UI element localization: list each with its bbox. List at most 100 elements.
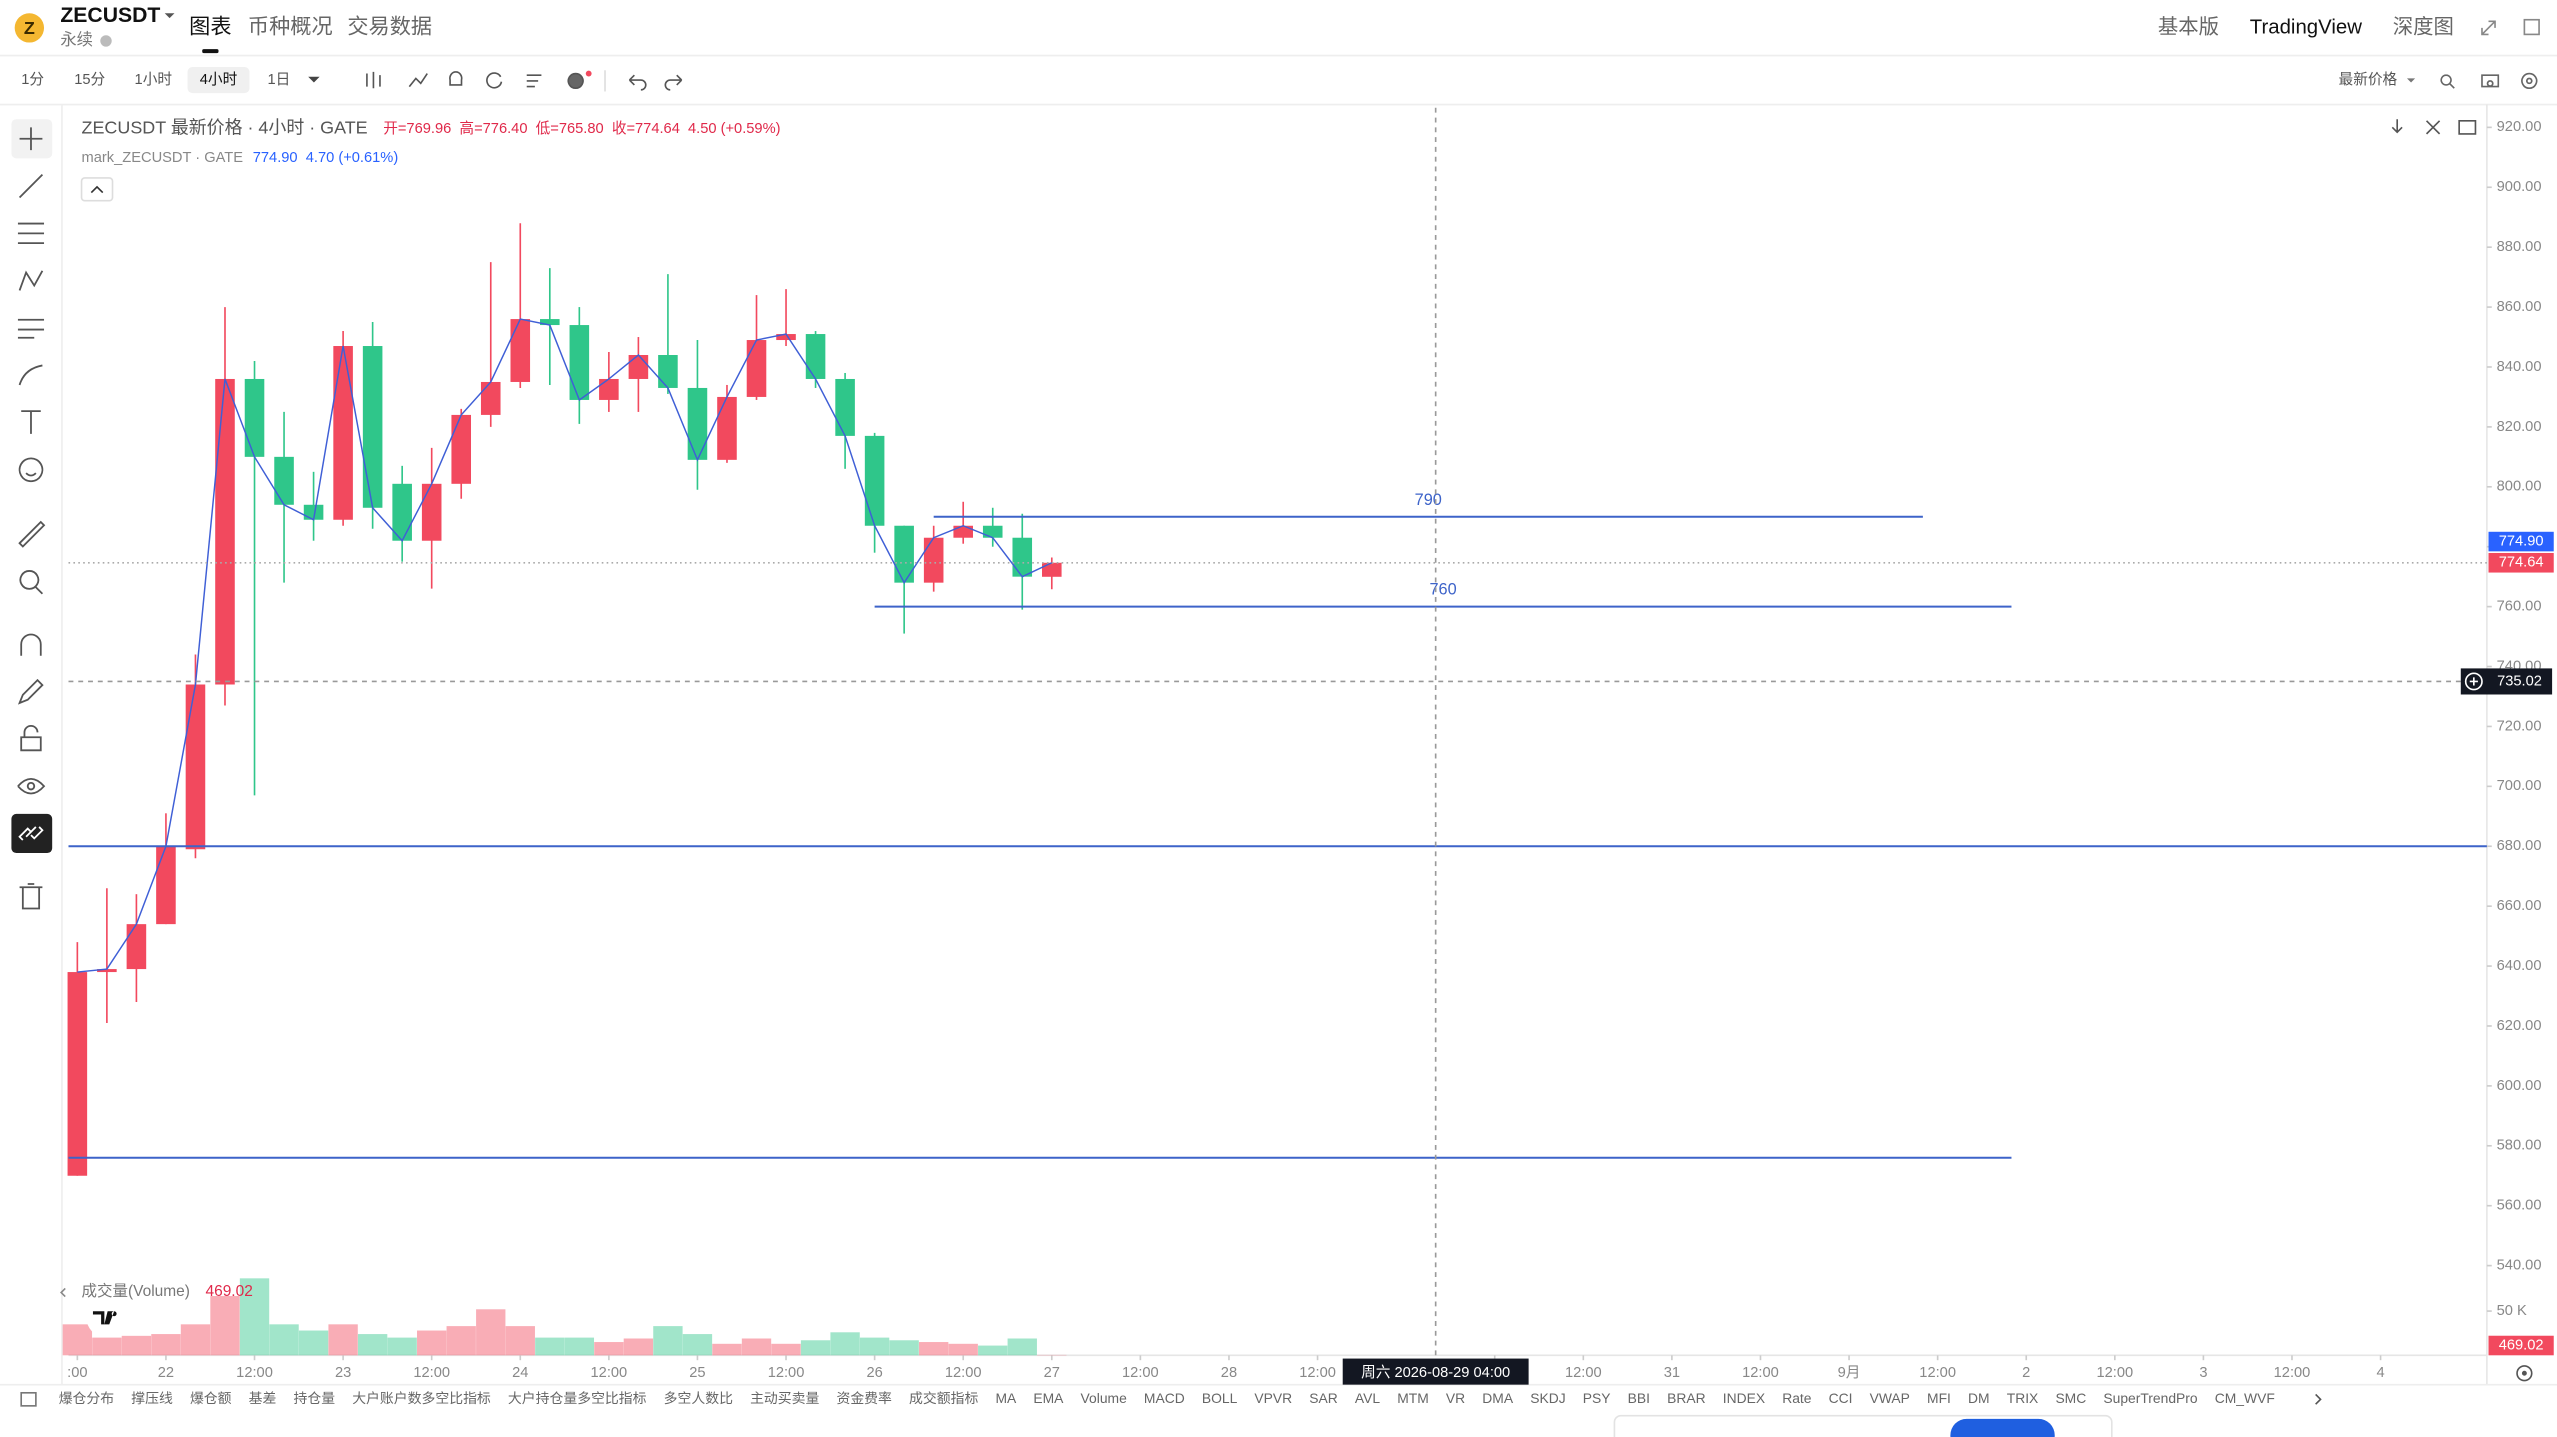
interval-button[interactable]: 15分 (74, 71, 105, 88)
drawing-tool[interactable] (19, 570, 44, 595)
toolbar-icon[interactable] (567, 72, 584, 89)
drawing-tool[interactable] (20, 633, 42, 656)
add-alert-icon[interactable] (2464, 672, 2483, 691)
indicator-button[interactable]: 大户持仓量多空比指标 (508, 1390, 647, 1406)
window-icon[interactable] (2523, 18, 2540, 36)
indicator-button[interactable]: VPVR (1254, 1390, 1292, 1406)
tab[interactable]: 交易数据 (347, 14, 432, 38)
y-tick-label: 700.00 (2497, 778, 2542, 794)
fullscreen-icon[interactable] (2481, 20, 2496, 36)
indicator-button[interactable]: BBI (1628, 1390, 1650, 1406)
indicator-button[interactable]: MACD (1144, 1390, 1185, 1406)
indicator-button[interactable]: 成交额指标 (909, 1390, 978, 1406)
indicator-button[interactable]: CCI (1829, 1390, 1853, 1406)
drawing-tool[interactable] (18, 174, 44, 199)
layout-icon[interactable] (20, 1391, 37, 1407)
indicator-button[interactable]: CM_WVF (2215, 1390, 2275, 1406)
tab[interactable]: 币种概况 (248, 14, 333, 38)
drawing-tool[interactable] (18, 826, 44, 841)
indicator-button[interactable]: BOLL (1202, 1390, 1238, 1406)
chart-control[interactable] (2425, 120, 2441, 135)
indicator-button[interactable]: DMA (1482, 1390, 1514, 1406)
indicator-button[interactable]: PSY (1583, 1390, 1611, 1406)
toolbar-icon[interactable] (2440, 74, 2455, 89)
header-link[interactable]: 深度图 (2393, 15, 2454, 38)
indicator-button[interactable]: 撑压线 (131, 1390, 173, 1406)
mark-price: 774.90 (253, 150, 298, 166)
toolbar-icon[interactable] (2521, 72, 2538, 89)
collapse-button[interactable] (80, 177, 114, 202)
chart-title: ZECUSDT 最新价格 · 4小时 · GATE (82, 118, 368, 138)
chart-control[interactable] (2458, 120, 2477, 135)
y-tick-label: 600.00 (2497, 1078, 2542, 1094)
toolbar-icon[interactable] (628, 74, 647, 91)
toolbar-icon[interactable] (664, 74, 683, 91)
drawing-tool[interactable] (19, 127, 43, 151)
candle-body (540, 319, 560, 326)
drawing-tool[interactable] (21, 410, 41, 434)
indicator-button[interactable]: 大户账户数多空比指标 (352, 1390, 491, 1406)
drawing-tool[interactable] (17, 678, 44, 705)
toolbar-icon[interactable] (486, 72, 503, 89)
indicator-button[interactable]: 资金费率 (836, 1390, 892, 1406)
indicator-button[interactable]: VR (1446, 1390, 1465, 1406)
indicator-button[interactable]: 基差 (249, 1390, 277, 1406)
drawing-tool[interactable] (18, 364, 43, 386)
header-link[interactable]: TradingView (2250, 16, 2362, 38)
collapse-icon[interactable] (59, 1287, 66, 1298)
indicator-button[interactable]: TRIX (2007, 1390, 2039, 1406)
indicator-button[interactable]: BRAR (1667, 1390, 1706, 1406)
volume-title: 成交量(Volume) (82, 1282, 190, 1300)
drawing-tool[interactable] (17, 222, 45, 245)
dropdown-caret[interactable] (308, 76, 320, 83)
toolbar-icon[interactable] (408, 73, 428, 88)
candle-body (953, 525, 973, 538)
indicator-button[interactable]: DM (1968, 1390, 1990, 1406)
drawing-tool[interactable] (18, 520, 46, 548)
indicator-button[interactable]: 多空人数比 (664, 1390, 733, 1406)
indicator-button[interactable]: AVL (1355, 1390, 1380, 1406)
indicator-button[interactable]: EMA (1033, 1390, 1064, 1406)
indicator-button[interactable]: Volume (1081, 1390, 1128, 1406)
drawing-tool[interactable] (17, 777, 46, 795)
interval-button[interactable]: 4小时 (200, 71, 238, 88)
drawing-tool[interactable] (18, 270, 44, 291)
toolbar-icon[interactable] (526, 74, 542, 88)
price-source[interactable]: 最新价格 (2339, 71, 2398, 88)
indicator-button[interactable]: 主动买卖量 (750, 1390, 819, 1406)
toolbar-icon[interactable] (366, 71, 381, 89)
indicator-button[interactable]: VWAP (1870, 1390, 1910, 1406)
toolbar-icon[interactable] (449, 71, 463, 86)
volume-bar (357, 1334, 388, 1356)
indicator-button[interactable]: SuperTrendPro (2103, 1390, 2198, 1406)
drawing-tool[interactable] (19, 883, 43, 910)
indicator-button[interactable]: 持仓量 (294, 1390, 336, 1406)
interval-button[interactable]: 1小时 (135, 71, 173, 88)
drawing-tool[interactable] (20, 724, 42, 752)
x-tick-label: 12:00 (236, 1365, 273, 1381)
indicator-button[interactable]: SAR (1309, 1390, 1338, 1406)
chart-control[interactable] (2391, 119, 2403, 134)
add-alert-icon[interactable] (2469, 677, 2478, 686)
toolbar-icon[interactable] (2481, 74, 2500, 88)
indicator-button[interactable]: INDEX (1723, 1390, 1765, 1406)
tab[interactable]: 图表 (189, 14, 231, 38)
drawing-tool[interactable] (18, 457, 44, 483)
scroll-right[interactable] (2315, 1393, 2322, 1405)
indicator-button[interactable]: MFI (1927, 1390, 1951, 1406)
drawing-tool[interactable] (17, 318, 45, 339)
header-link[interactable]: 基本版 (2158, 15, 2219, 38)
indicator-button[interactable]: MTM (1397, 1390, 1429, 1406)
settings-icon[interactable] (2516, 1365, 2533, 1382)
indicator-button[interactable]: MA (995, 1390, 1017, 1406)
indicator-button[interactable]: Rate (1782, 1390, 1812, 1406)
indicator-button[interactable]: SMC (2055, 1390, 2086, 1406)
indicator-button[interactable]: SKDJ (1530, 1390, 1565, 1406)
candle-body (835, 378, 855, 436)
indicator-button[interactable]: 爆仓分布 (59, 1390, 115, 1406)
interval-button[interactable]: 1分 (21, 71, 44, 88)
indicator-button[interactable]: 爆仓额 (190, 1390, 232, 1406)
banner-button[interactable] (1950, 1418, 2055, 1437)
interval-button[interactable]: 1日 (267, 72, 290, 88)
symbol[interactable]: ZECUSDT (60, 4, 160, 27)
